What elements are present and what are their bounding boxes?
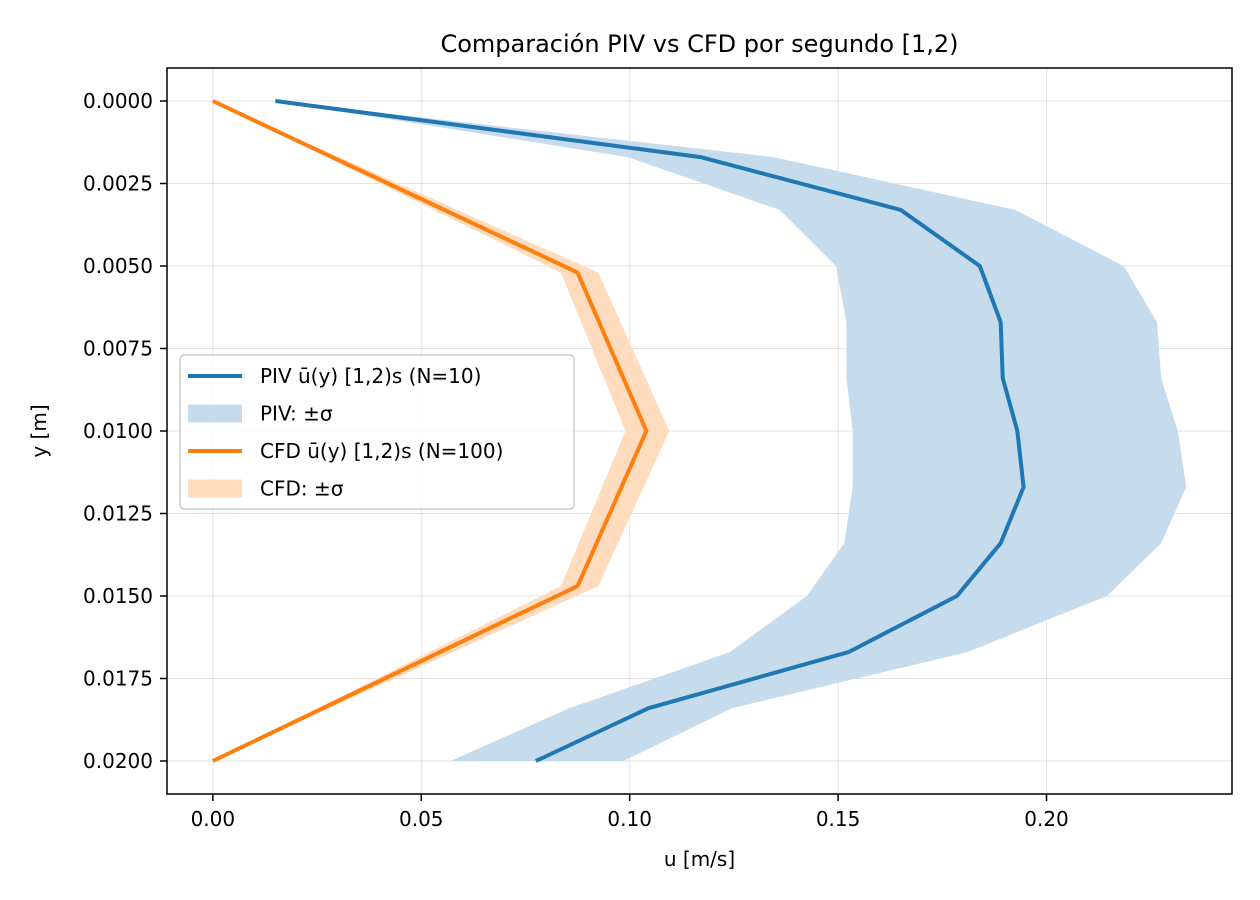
y-tick-label: 0.0125 [83,502,153,526]
x-axis-ticks: 0.00 0.05 0.10 0.15 0.20 [191,794,1069,831]
y-tick-label: 0.0000 [83,89,153,113]
mean-line-cfd [211,99,649,763]
y-tick-label: 0.0175 [83,667,153,691]
x-tick-label: 0.20 [1024,807,1069,831]
y-tick-label: 0.0050 [83,254,153,278]
legend-label: PIV: ±σ [260,402,333,426]
x-tick-label: 0.00 [191,807,236,831]
legend-box [179,354,575,510]
mean-lines [211,99,1026,763]
mean-line-piv [275,99,1026,763]
y-tick-label: 0.0150 [83,584,153,608]
x-axis-label: u [m/s] [664,847,735,871]
legend-label: PIV ū(y) [1,2)s (N=10) [260,364,481,388]
legend: PIV ū(y) [1,2)s (N=10) PIV: ±σ CFD ū(y) [1… [179,354,575,510]
x-tick-label: 0.10 [607,807,652,831]
y-axis-ticks: 0.0000 0.0025 0.0050 0.0075 0.0100 0.0125 0.01… [83,89,167,773]
x-tick-label: 0.15 [816,807,861,831]
legend-label: CFD: ±σ [260,477,344,501]
y-tick-label: 0.0075 [83,337,153,361]
y-axis-label: y [m] [27,404,51,457]
chart-title: Comparación PIV vs CFD por segundo [1,2) [440,30,958,58]
y-tick-label: 0.0100 [83,419,153,443]
legend-label: CFD ū(y) [1,2)s (N=100) [260,439,503,463]
y-tick-label: 0.0025 [83,172,153,196]
legend-band-swatch [188,479,242,498]
legend-band-swatch [188,404,242,423]
y-tick-label: 0.0200 [83,749,153,773]
x-tick-label: 0.05 [399,807,444,831]
